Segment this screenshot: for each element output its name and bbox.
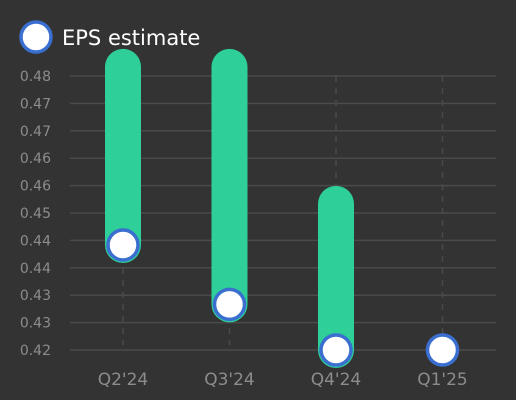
y-tick-label: 0.47 [20, 124, 51, 140]
estimate-markers [106, 228, 460, 367]
x-tick-label: Q1'25 [417, 370, 468, 390]
range-bar[interactable] [318, 185, 354, 368]
y-tick-label: 0.44 [20, 261, 51, 277]
estimate-point[interactable] [106, 228, 140, 262]
legend-label: EPS estimate [62, 26, 200, 50]
legend[interactable]: EPS estimate [19, 20, 200, 54]
y-tick-label: 0.46 [20, 151, 51, 167]
y-tick-label: 0.47 [20, 96, 51, 112]
legend-marker-icon [19, 20, 53, 54]
y-tick-label: 0.44 [20, 233, 51, 249]
range-bars [105, 48, 354, 368]
range-bar[interactable] [211, 48, 248, 323]
y-tick-label: 0.43 [20, 316, 51, 332]
range-bar[interactable] [105, 48, 141, 263]
y-axis-ticks: 0.48 0.47 0.47 0.46 0.46 0.45 0.44 0.44 0.43 0.43… [20, 69, 51, 359]
y-tick-label: 0.45 [20, 206, 51, 222]
x-axis-ticks: Q2'24 Q3'24 Q4'24 Q1'25 [98, 370, 468, 390]
y-tick-label: 0.43 [20, 288, 51, 304]
estimate-point[interactable] [319, 333, 353, 367]
category-guides [122, 76, 444, 345]
estimate-point[interactable] [425, 333, 460, 367]
y-tick-label: 0.42 [20, 343, 51, 359]
x-tick-label: Q4'24 [311, 370, 362, 390]
y-tick-label: 0.48 [20, 69, 51, 85]
x-tick-label: Q3'24 [204, 370, 255, 390]
estimate-point[interactable] [212, 287, 247, 322]
x-tick-label: Q2'24 [98, 370, 149, 390]
y-tick-label: 0.46 [20, 179, 51, 195]
